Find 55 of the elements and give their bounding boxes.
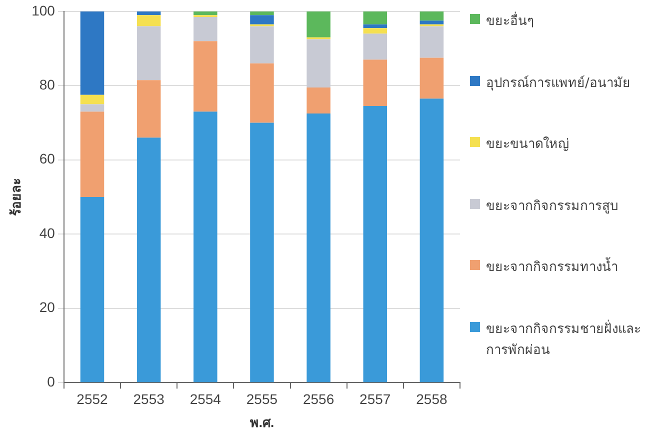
bar [363, 24, 388, 28]
legend-label: อุปกรณ์การแพทย์/อนามัย [486, 74, 630, 93]
bar [250, 15, 274, 24]
y-tick-label: 60 [39, 150, 56, 167]
bar [363, 11, 388, 24]
bar [80, 94, 104, 104]
bar [250, 63, 274, 123]
y-tick-label: 100 [32, 2, 56, 18]
bar [250, 11, 274, 16]
y-tick-label: 0 [47, 373, 56, 390]
x-axis-title: พ.ศ. [250, 414, 274, 430]
bar [80, 112, 104, 197]
y-tick-label: 80 [39, 76, 56, 92]
bar [306, 113, 330, 382]
bar [194, 112, 218, 382]
x-tick-label: 2552 [76, 390, 108, 407]
legend-label: ขยะจากกิจกรรมทางน้ำ [486, 256, 618, 278]
bar [136, 26, 161, 80]
bar [363, 28, 388, 34]
bar [194, 41, 218, 112]
x-tick-label: 2557 [360, 390, 391, 407]
legend-label: ขยะขนาดใหญ่ [486, 136, 569, 154]
x-tick-label: 2558 [416, 390, 448, 407]
bar [194, 16, 218, 42]
bar [420, 20, 444, 24]
bar [136, 138, 161, 382]
bar [306, 39, 330, 88]
bar [80, 11, 104, 95]
bar [194, 11, 218, 16]
bar [420, 58, 444, 99]
x-tick-label: 2553 [133, 390, 165, 407]
legend-label: ขยะจากกิจกรรมการสูบ [486, 198, 618, 216]
x-tick-label: 2556 [302, 390, 334, 407]
bar [363, 60, 388, 106]
bar [136, 11, 161, 16]
bar [306, 87, 330, 114]
bar [250, 122, 274, 382]
x-tick-label: 2555 [246, 390, 278, 407]
bar [306, 11, 330, 38]
legend-label: ขยะอื่นๆ [486, 10, 534, 31]
bar [136, 80, 161, 138]
x-tick-label: 2554 [190, 390, 222, 407]
bar [420, 26, 444, 58]
bar [363, 34, 388, 60]
bar [363, 106, 388, 382]
legend-label: ขยะจากกิจกรรมชายฝั่งและการพักผ่อน [486, 318, 642, 360]
y-tick-label: 40 [39, 224, 56, 241]
y-tick-label: 20 [39, 299, 56, 316]
bar [420, 11, 444, 21]
bar [80, 197, 104, 382]
y-axis-title: ร้อยละ [8, 178, 24, 216]
bar [136, 15, 161, 26]
bar [420, 98, 444, 382]
bar [250, 26, 274, 64]
bar [80, 104, 104, 112]
